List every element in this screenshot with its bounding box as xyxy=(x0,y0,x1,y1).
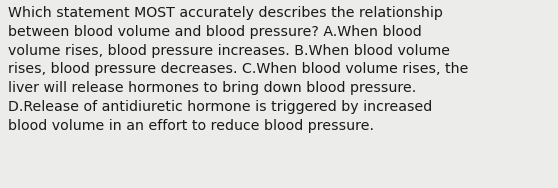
Text: Which statement MOST accurately describes the relationship
between blood volume : Which statement MOST accurately describe… xyxy=(8,6,469,133)
